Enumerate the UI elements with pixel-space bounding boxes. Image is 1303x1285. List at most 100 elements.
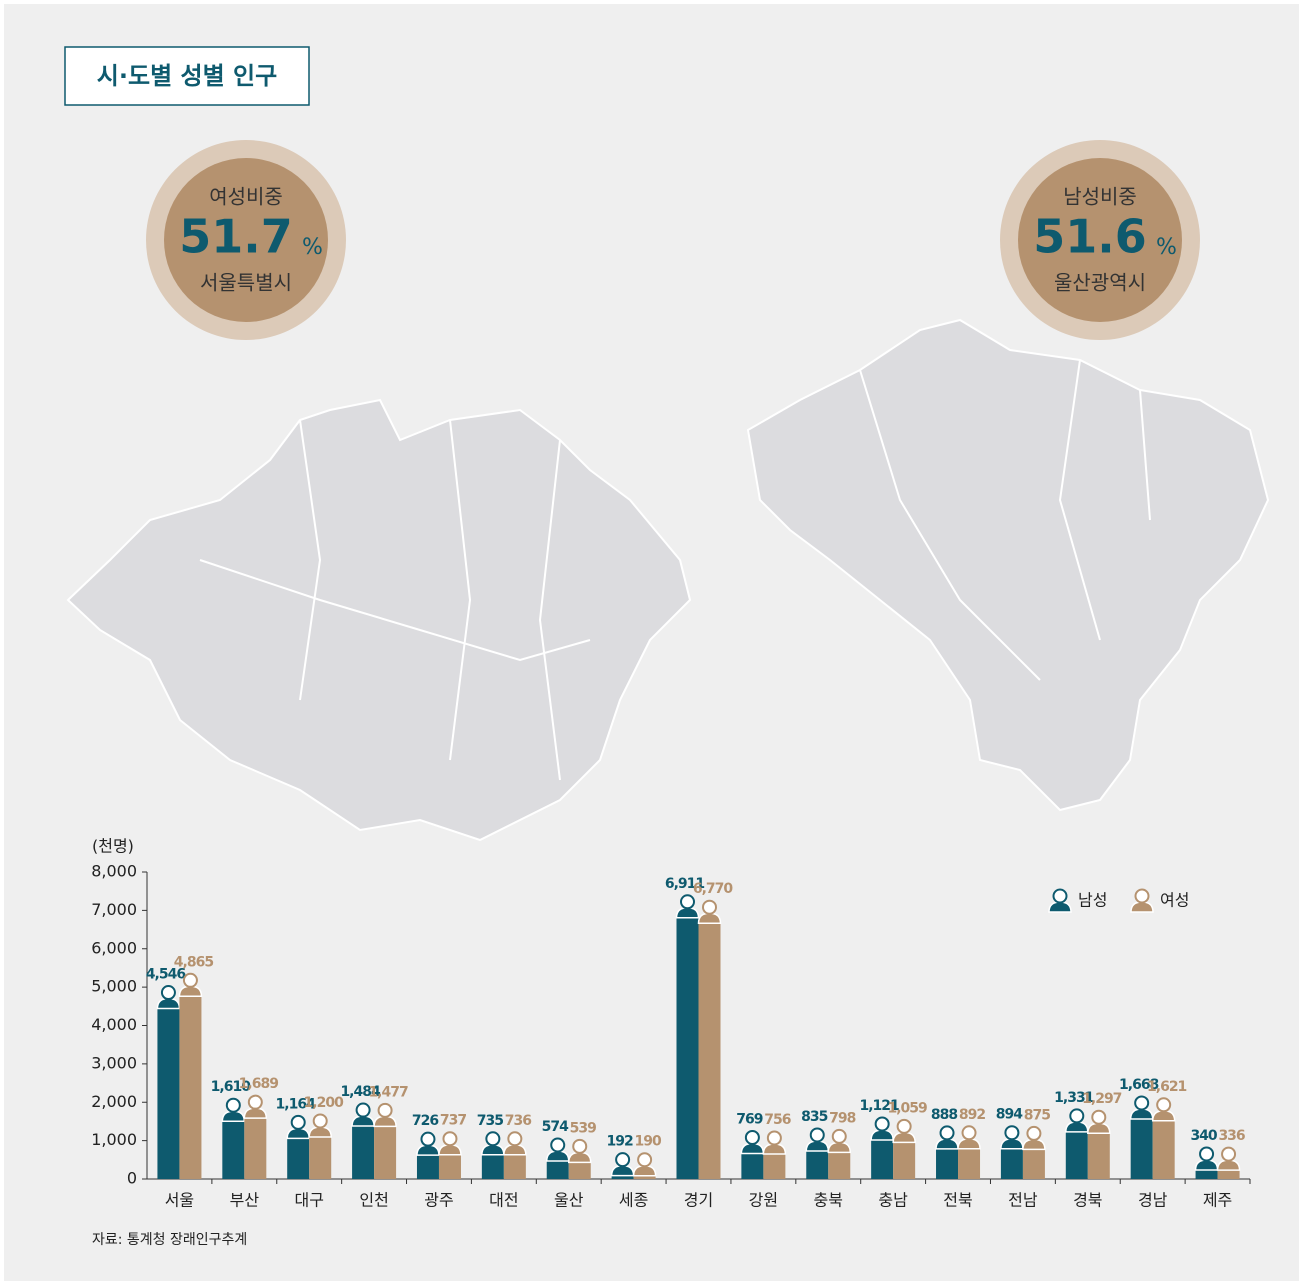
- icon-head: [377, 1102, 393, 1118]
- highlight-value: 51.6: [1033, 210, 1147, 264]
- value-label: 1,689: [239, 1076, 279, 1092]
- y-tick-label: 5,000: [91, 977, 137, 996]
- bar: [287, 1134, 310, 1179]
- bar: [179, 992, 202, 1179]
- person-icon: [805, 1127, 830, 1152]
- icon-head: [1134, 888, 1150, 904]
- value-label: 192: [607, 1134, 633, 1150]
- person-icon: [503, 1131, 527, 1156]
- icon-head: [939, 1125, 955, 1141]
- person-icon: [1048, 888, 1072, 913]
- icon-head: [1199, 1146, 1215, 1162]
- icon-head: [874, 1116, 890, 1132]
- icon-head: [1134, 1095, 1150, 1111]
- bar: [352, 1122, 375, 1179]
- bar: [698, 919, 721, 1179]
- value-label: 1,477: [368, 1084, 408, 1100]
- bar: [763, 1149, 786, 1179]
- person-icon: [740, 1129, 765, 1155]
- person-icon: [1065, 1108, 1089, 1133]
- icon-head: [637, 1152, 653, 1168]
- value-label: 340: [1190, 1128, 1217, 1144]
- person-icon: [545, 1137, 570, 1162]
- y-tick-label: 7,000: [91, 900, 137, 919]
- bar: [871, 1135, 894, 1179]
- y-tick-label: 8,000: [91, 862, 137, 881]
- person-icon: [935, 1125, 959, 1150]
- x-tick-label: 제주: [1203, 1191, 1232, 1210]
- value-label: 190: [635, 1134, 662, 1150]
- bar: [503, 1150, 526, 1179]
- x-tick-label: 광주: [424, 1191, 453, 1210]
- person-icon: [373, 1102, 397, 1128]
- icon-head: [831, 1128, 847, 1144]
- bar: [157, 1004, 180, 1179]
- person-icon: [1129, 1095, 1154, 1120]
- bar: [1022, 1145, 1045, 1179]
- icon-head: [961, 1125, 977, 1141]
- x-tick-label: 세종: [619, 1191, 648, 1210]
- person-icon: [1087, 1109, 1111, 1134]
- icon-head: [312, 1113, 328, 1129]
- value-label: 1,484: [340, 1084, 381, 1100]
- bar: [481, 1150, 504, 1179]
- person-icon: [610, 1152, 635, 1177]
- icon-head: [420, 1131, 436, 1147]
- icon-head: [182, 972, 198, 988]
- person-icon: [827, 1128, 852, 1154]
- value-label: 1,200: [304, 1095, 345, 1111]
- x-tick-label: 충북: [814, 1191, 843, 1210]
- x-tick-label: 경기: [684, 1191, 713, 1210]
- highlight-unit: %: [1156, 235, 1177, 260]
- value-label: 4,546: [146, 967, 186, 983]
- icon-head: [485, 1131, 501, 1147]
- bar: [676, 913, 699, 1179]
- value-label: 726: [412, 1113, 438, 1129]
- y-axis-label: (천명): [92, 837, 134, 856]
- icon-head: [615, 1152, 631, 1168]
- person-icon: [870, 1116, 894, 1141]
- person-icon: [286, 1114, 310, 1140]
- seoul-map-lines: [199, 419, 591, 781]
- value-label: 892: [959, 1107, 985, 1123]
- ulsan-map-lines: [859, 359, 1151, 681]
- ulsan-map: [746, 318, 1270, 812]
- y-tick-label: 6,000: [91, 938, 137, 957]
- highlight-label: 남성비중: [1063, 185, 1137, 209]
- legend-label: 남성: [1078, 891, 1107, 910]
- bar: [546, 1156, 569, 1179]
- value-label: 798: [829, 1110, 855, 1126]
- person-icon: [481, 1131, 505, 1156]
- value-label: 1,164: [276, 1096, 317, 1112]
- title: 시·도별 성별 인구: [97, 62, 277, 90]
- person-icon: [1151, 1097, 1176, 1122]
- bar: [828, 1148, 851, 1179]
- bar: [1000, 1144, 1023, 1179]
- y-tick-label: 0: [127, 1169, 137, 1188]
- person-icon: [1000, 1125, 1024, 1150]
- value-label: 756: [764, 1112, 790, 1128]
- person-icon: [243, 1094, 268, 1119]
- bar: [958, 1144, 981, 1179]
- bar: [936, 1144, 959, 1179]
- highlight-value: 51.7: [179, 210, 293, 264]
- value-label: 6,770: [693, 881, 734, 897]
- x-tick-label: 서울: [165, 1191, 194, 1210]
- icon-head: [442, 1131, 458, 1147]
- bar: [374, 1122, 397, 1179]
- value-label: 835: [801, 1109, 827, 1125]
- x-tick-label: 경남: [1138, 1191, 1168, 1210]
- value-label: 737: [440, 1113, 466, 1129]
- person-icon: [957, 1125, 981, 1150]
- person-icon: [762, 1130, 787, 1155]
- y-tick-label: 4,000: [91, 1015, 137, 1034]
- highlight-label: 여성비중: [209, 185, 283, 209]
- person-icon: [156, 985, 181, 1010]
- person-icon: [675, 894, 700, 919]
- highlight-region: 서울특별시: [200, 271, 292, 295]
- value-label: 736: [505, 1113, 531, 1129]
- icon-head: [1026, 1125, 1042, 1141]
- person-icon: [1216, 1146, 1241, 1171]
